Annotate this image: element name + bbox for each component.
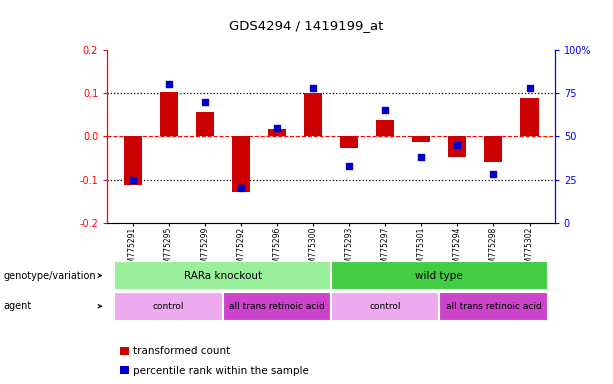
- Bar: [115, 261, 331, 290]
- Text: agent: agent: [3, 301, 31, 311]
- Bar: [331, 261, 547, 290]
- Bar: [448, 136, 466, 157]
- Bar: [268, 129, 286, 136]
- Bar: [331, 292, 440, 321]
- Point: [380, 108, 390, 114]
- Text: percentile rank within the sample: percentile rank within the sample: [133, 366, 309, 376]
- Bar: [412, 136, 430, 142]
- Text: control: control: [370, 302, 401, 311]
- Point: [308, 85, 318, 91]
- Bar: [376, 120, 394, 136]
- Point: [525, 85, 535, 91]
- Bar: [304, 93, 322, 136]
- Bar: [484, 136, 503, 162]
- Text: all trans retinoic acid: all trans retinoic acid: [446, 302, 541, 311]
- Point: [164, 81, 173, 88]
- Bar: [520, 98, 539, 136]
- Text: RARa knockout: RARa knockout: [184, 270, 262, 281]
- Point: [272, 125, 282, 131]
- Bar: [115, 292, 223, 321]
- Point: [344, 163, 354, 169]
- Text: wild type: wild type: [416, 270, 463, 281]
- Text: all trans retinoic acid: all trans retinoic acid: [229, 302, 325, 311]
- Bar: [340, 136, 358, 149]
- Point: [489, 171, 498, 177]
- Point: [452, 142, 462, 148]
- Text: GDS4294 / 1419199_at: GDS4294 / 1419199_at: [229, 19, 384, 32]
- Point: [416, 154, 426, 160]
- Bar: [440, 292, 547, 321]
- Bar: [123, 136, 142, 185]
- Text: control: control: [153, 302, 185, 311]
- Text: genotype/variation: genotype/variation: [3, 270, 96, 281]
- Bar: [232, 136, 250, 192]
- Text: transformed count: transformed count: [133, 346, 230, 356]
- Point: [200, 99, 210, 105]
- Bar: [196, 112, 214, 136]
- Bar: [223, 292, 331, 321]
- Point: [128, 177, 137, 183]
- Point: [236, 185, 246, 191]
- Bar: [159, 92, 178, 136]
